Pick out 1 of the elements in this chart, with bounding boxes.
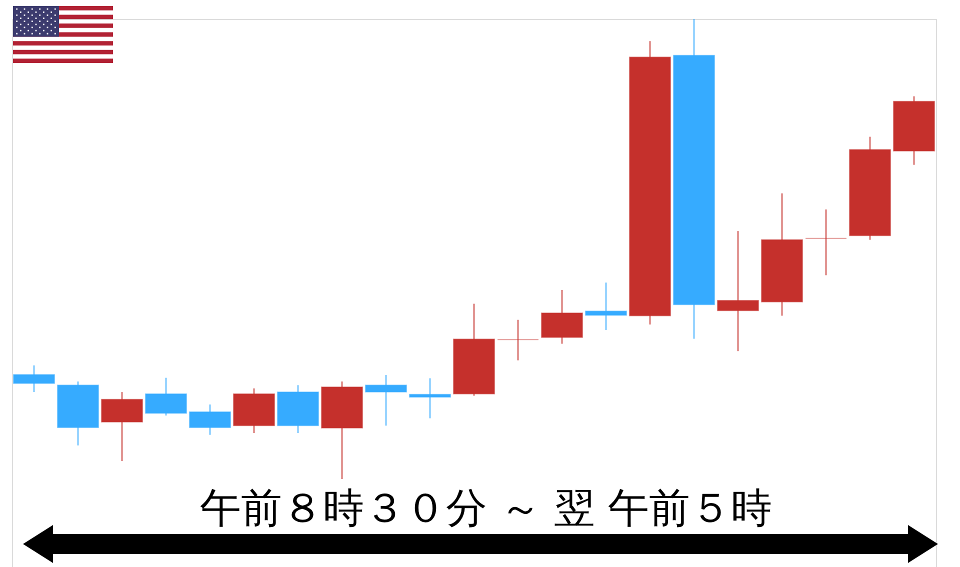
x-axis-title: 午前８時３０分 ～ 翌 午前５時 [200,484,772,532]
